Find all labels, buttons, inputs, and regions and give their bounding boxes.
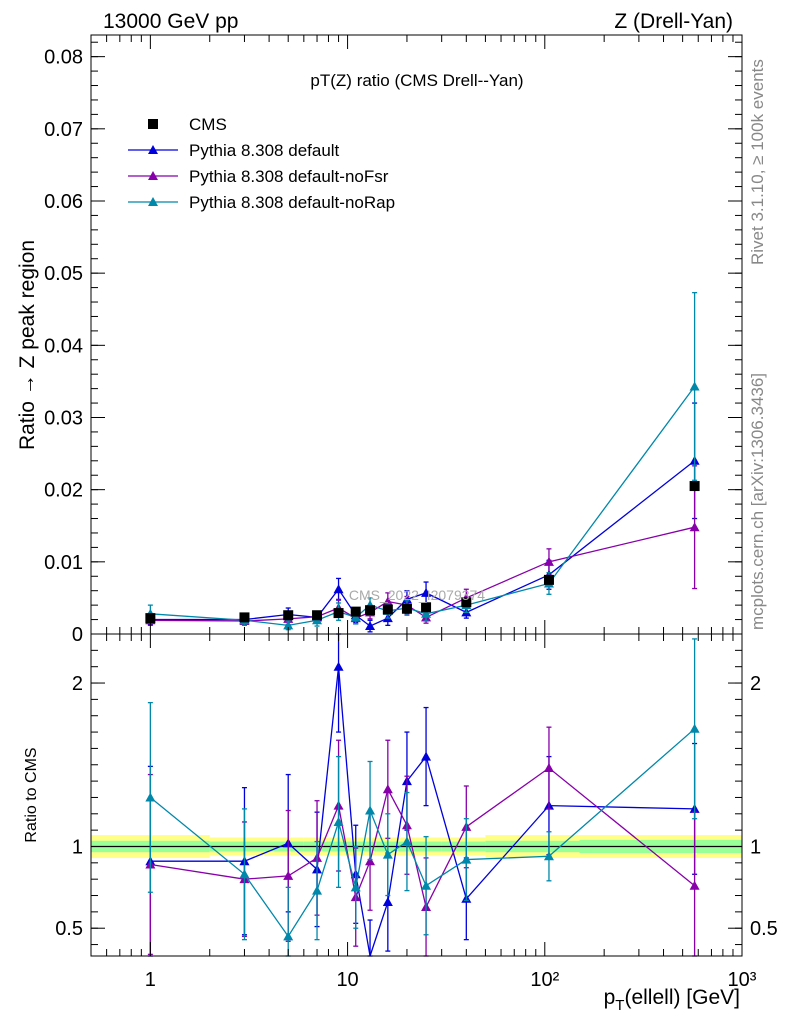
y-tick-label: 2: [72, 673, 83, 695]
y-tick-label-right: 0.5: [750, 918, 778, 940]
ratio-point: [365, 805, 376, 815]
cms-point: [283, 610, 294, 621]
data-point: [689, 522, 700, 532]
x-tick-label: 10³: [728, 969, 757, 991]
ratio-point: [543, 763, 554, 773]
ratio-point: [421, 751, 432, 761]
main-y-axis-label: Ratio → Z peak region: [16, 240, 39, 450]
y-tick-label: 0.05: [44, 263, 83, 285]
data-point: [421, 608, 432, 618]
cms-point: [239, 612, 250, 623]
data-point: [421, 587, 432, 597]
data-point: [283, 620, 294, 630]
ratio-reference-band: [91, 835, 742, 858]
ratio-series-2: [145, 638, 700, 957]
legend-marker: [148, 171, 158, 180]
legend-label: Pythia 8.308 default: [189, 141, 340, 160]
y-tick-label: 0: [72, 624, 83, 646]
ratio-point: [401, 836, 412, 846]
y-tick-label-right: 2: [750, 673, 761, 695]
ratio-point: [461, 854, 472, 864]
y-tick-label: 0.5: [55, 918, 83, 940]
main-title: pT(Z) ratio (CMS Drell--Yan): [310, 71, 523, 90]
ratio-axes: 1 10 10² 10³ 0.5 0.5 1 1 2 2: [55, 634, 778, 991]
ratio-point: [283, 870, 294, 880]
ratio-point: [312, 885, 323, 895]
cms-point: [382, 604, 393, 615]
data-point: [365, 621, 376, 631]
cms-point: [312, 610, 323, 621]
cms-point: [461, 597, 472, 608]
cms-point: [350, 606, 361, 617]
ratio-point: [421, 880, 432, 890]
y-tick-label: 0.06: [44, 191, 83, 213]
cms-point: [365, 605, 376, 616]
mcplots-label: mcplots.cern.ch [arXiv:1306.3436]: [748, 373, 767, 630]
legend-label: Pythia 8.308 default-noFsr: [189, 167, 389, 186]
ratio-y-axis-label: Ratio to CMS: [23, 747, 40, 842]
legend-marker: [148, 119, 158, 129]
main-axes: 0 0.01 0.02 0.03 0.04 0.05 0.06 0.07 0.08: [44, 35, 742, 646]
ratio-point: [333, 661, 344, 671]
legend-marker: [148, 197, 158, 206]
cms-point: [543, 574, 554, 585]
x-tick-label: 10²: [530, 969, 559, 991]
cms-point: [689, 481, 700, 492]
y-tick-label: 0.03: [44, 407, 83, 429]
x-tick-label: 10: [336, 969, 358, 991]
ratio-point: [333, 816, 344, 826]
ratio-panel-frame: [90, 633, 743, 957]
ratio-point: [382, 784, 393, 794]
ratio-point: [365, 856, 376, 866]
ratio-point: [689, 723, 700, 733]
x-tick-label: 1: [145, 969, 156, 991]
ratio-point: [382, 849, 393, 859]
series-cms-markers: [145, 481, 700, 624]
ratio-point: [283, 931, 294, 941]
legend-label: CMS: [189, 115, 227, 134]
header-right: Z (Drell-Yan): [614, 10, 733, 33]
y-tick-label: 0.02: [44, 480, 83, 502]
analysis-watermark: CMS_2022_I2079374: [349, 587, 485, 603]
x-axis-label: pT(ellell) [GeV]: [604, 986, 740, 1014]
cms-point: [421, 602, 432, 613]
legend-marker: [148, 145, 158, 154]
data-point: [350, 612, 361, 622]
rivet-version-label: Rivet 3.1.10, ≥ 100k events: [748, 59, 767, 265]
data-point: [543, 556, 554, 566]
main-series: [145, 291, 700, 633]
y-tick-label: 0.08: [44, 47, 83, 69]
ratio-point: [689, 880, 700, 890]
legend-label: Pythia 8.308 default-noRap: [189, 193, 395, 212]
data-point: [689, 381, 700, 391]
ratio-point: [145, 792, 156, 802]
ratio-point: [382, 897, 393, 907]
y-tick-label-right: 1: [750, 836, 761, 858]
cms-point: [145, 613, 156, 624]
data-point: [333, 584, 344, 594]
y-tick-label: 0.07: [44, 119, 83, 141]
cms-point: [401, 603, 412, 614]
cms-point: [333, 608, 344, 619]
legend: CMS Pythia 8.308 default Pythia 8.308 defa…: [128, 115, 395, 212]
y-tick-label: 0.01: [44, 552, 83, 574]
ratio-point: [350, 882, 361, 892]
y-tick-label: 0.04: [44, 335, 83, 357]
header-left: 13000 GeV pp: [103, 10, 238, 33]
ratio-series: [145, 633, 700, 957]
y-tick-label: 1: [72, 836, 83, 858]
ratio-point: [543, 851, 554, 861]
ratio-point: [239, 869, 250, 879]
